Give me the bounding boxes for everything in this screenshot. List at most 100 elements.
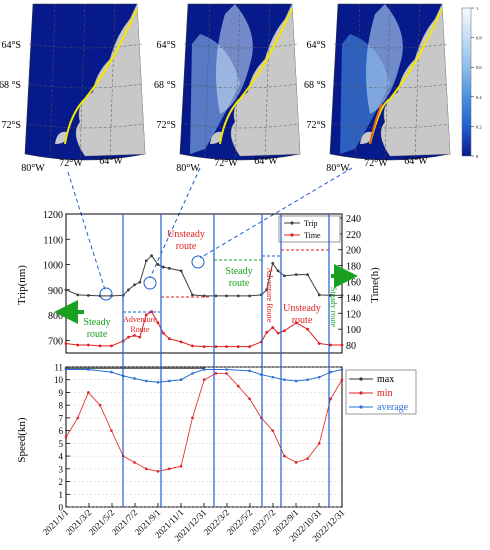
map-gridline: [109, 3, 116, 160]
series-min-point: [98, 403, 102, 407]
annot-unsteady-route-2a: Unsteady: [283, 303, 321, 314]
connector-2: [149, 167, 201, 279]
chart2-ytick-label: 1: [59, 490, 64, 500]
colorbar-gradient: [461, 7, 472, 157]
annot-unsteady-route-2b: route: [292, 315, 313, 326]
chart1-y2tick-label: 120: [346, 309, 361, 320]
chart2-frame: [65, 366, 343, 508]
chart2-ytick-label: 2: [59, 477, 64, 487]
annot-steady-route-2b: route: [229, 278, 250, 289]
map-lat-label: 68 °S: [0, 80, 21, 91]
series-time-point: [306, 327, 309, 331]
series-trip-point: [191, 293, 194, 297]
connector-1: [67, 171, 106, 291]
annot-unsteady-route-1a: Unsteady: [167, 229, 205, 240]
series-trip-point: [340, 293, 344, 297]
series-min-point: [294, 461, 298, 464]
chart2-ytick-label: 0: [59, 503, 64, 513]
map-gridline: [264, 3, 271, 160]
map-route-segment: [369, 103, 383, 145]
annot-adventure-route-1a: Adventure: [123, 315, 157, 324]
series-time-point: [127, 335, 130, 339]
series-trip-point: [167, 266, 171, 270]
colorbar-tick-label: 0.4: [476, 95, 482, 100]
chart1-ytick-label: 1000: [43, 261, 63, 272]
map-gridline: [79, 3, 86, 160]
chart1-y2label: Time(h): [369, 267, 381, 303]
chart1-ylabel: Trip(nm): [16, 265, 28, 305]
chart2-ytick-label: 9: [59, 388, 64, 398]
series-time-point: [340, 343, 344, 347]
series-time-point: [98, 344, 102, 348]
map-land: [230, 3, 301, 157]
series-time-point: [191, 344, 194, 348]
map-gridline: [204, 3, 211, 160]
map-lat-label: 72°S: [306, 120, 326, 131]
map-gridline: [28, 123, 144, 129]
series-average-point: [179, 378, 183, 382]
series-trip-point: [86, 293, 90, 297]
series-trip-point: [156, 263, 160, 266]
map-gridline: [333, 43, 449, 49]
series-trip-point: [317, 293, 321, 297]
series-time-point: [202, 345, 206, 349]
series-time-point: [214, 345, 218, 349]
chart2-ytick-label: 8: [59, 401, 64, 411]
legend-max: max: [377, 374, 394, 385]
map-lon-label: 80°W: [176, 163, 200, 174]
map-lon-label: 72°W: [364, 158, 388, 169]
series-time-point: [179, 340, 183, 344]
series-time-point: [133, 334, 136, 337]
colorbar-tick-label: 0.6: [476, 65, 482, 70]
series-average-point: [191, 372, 194, 375]
highlight-circle-3: [191, 255, 205, 269]
chart2-ytick-label: 4: [59, 452, 64, 462]
map-route: [64, 8, 138, 145]
annot-steady-route-3: Steady route: [329, 287, 338, 328]
series-min-point: [156, 470, 160, 473]
map-panel-1: 64°S 68 °S 72°S 80°W 72°W 64°W: [0, 3, 146, 174]
series-trip-point: [225, 294, 228, 298]
series-time-point: [283, 329, 286, 333]
map-lon-label: 80°W: [21, 163, 45, 174]
series-average-point: [225, 368, 228, 371]
series-time-point: [110, 344, 113, 348]
map-ice-patch: [216, 4, 253, 114]
series-average-point: [306, 378, 309, 382]
series-time-point: [329, 343, 333, 347]
map-lat-label: 72°S: [1, 120, 21, 131]
map-gridline: [414, 3, 421, 160]
series-trip-point: [214, 294, 218, 298]
legend-min: min: [377, 388, 393, 399]
map-gridline: [183, 123, 299, 129]
series-min-point: [64, 435, 68, 439]
colorbar: 1 0.8 0.6 0.4 0.2 0: [461, 6, 482, 159]
chart2-ytick-label: 6: [59, 426, 64, 436]
series-min-point: [317, 442, 321, 445]
series-average-point: [110, 370, 113, 374]
series-trip-point: [127, 288, 130, 292]
series-time-point: [294, 321, 298, 325]
colorbar-tick-label: 0.8: [476, 36, 482, 41]
highlight-circle-2: [143, 276, 157, 290]
annot-steady-route-2a: Steady: [225, 266, 252, 277]
chart2-legend: max min average: [345, 369, 417, 415]
series-trip-point: [150, 254, 153, 258]
series-average-point: [271, 375, 275, 379]
chart2-ytick-label: 5: [59, 439, 64, 449]
map-panels: 64°S 68 °S 72°S 80°W 72°W 64°W 64°S 68 °S 72°S 80…: [0, 3, 451, 174]
chart1-y2tick-label: 200: [346, 246, 361, 257]
series-trip-point: [179, 269, 183, 273]
map-lat-label: 64°S: [306, 40, 326, 51]
map-lat-label: 68 °S: [304, 80, 326, 91]
series-average-point: [294, 379, 298, 383]
series-trip-point: [294, 273, 298, 277]
series-average-point: [64, 368, 68, 371]
map-gridline: [28, 43, 144, 49]
map-ice-patch: [366, 4, 403, 114]
legend-trip: Trip: [304, 219, 318, 228]
series-trip-point: [329, 293, 333, 297]
map-island: [360, 131, 373, 144]
series-min-point: [329, 397, 332, 401]
